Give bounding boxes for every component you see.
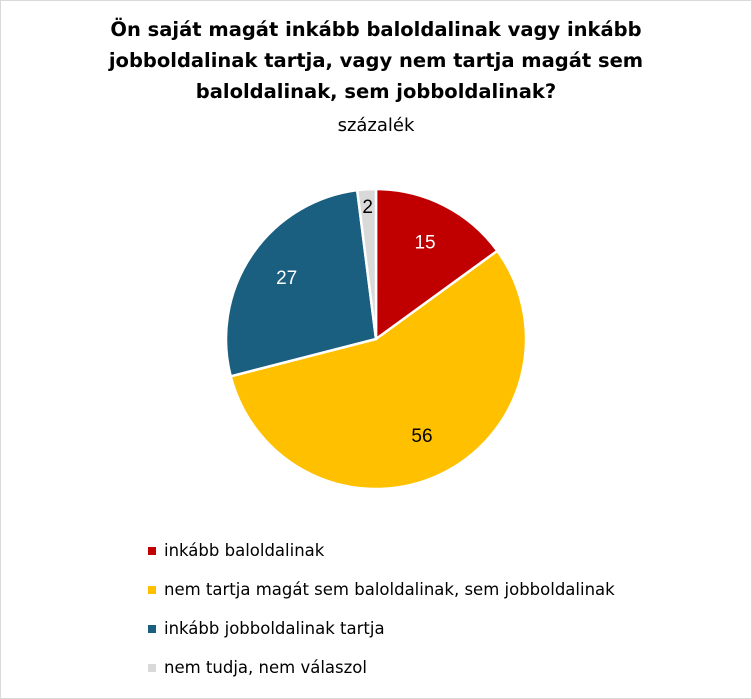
legend-swatch-left — [148, 547, 156, 555]
data-label-neither: 56 — [411, 426, 432, 447]
data-label-no-answer: 2 — [362, 197, 373, 218]
legend-label-left: inkább baloldalinak — [164, 541, 325, 560]
legend-item-right: inkább jobboldalinak tartja — [148, 619, 615, 639]
legend-swatch-neither — [148, 586, 156, 594]
legend-label-right: inkább jobboldalinak tartja — [164, 619, 385, 638]
chart-title-line-3: baloldalinak, sem jobboldalinak? — [195, 80, 557, 103]
pie-slice-right — [224, 188, 378, 378]
data-label-left: 15 — [414, 232, 435, 253]
legend-item-left: inkább baloldalinak — [148, 541, 615, 561]
pie-slice-left — [374, 187, 500, 342]
pie-slice-no-answer — [355, 187, 378, 340]
legend-swatch-no-answer — [148, 664, 156, 672]
legend-item-neither: nem tartja magát sem baloldalinak, sem j… — [148, 580, 615, 600]
chart-title: Ön saját magát inkább baloldalinak vagy … — [0, 14, 752, 107]
legend-label-neither: nem tartja magát sem baloldalinak, sem j… — [164, 580, 615, 599]
chart-subtitle: százalék — [337, 115, 415, 136]
data-label-right: 27 — [276, 268, 297, 289]
chart-title-line-1: Ön saját magát inkább baloldalinak vagy … — [110, 18, 642, 41]
legend-item-no-answer: nem tudja, nem válaszol — [148, 658, 615, 678]
pie-slice-neither — [229, 249, 528, 491]
legend: inkább baloldalinak nem tartja magát sem… — [148, 541, 615, 697]
legend-label-no-answer: nem tudja, nem válaszol — [164, 658, 367, 677]
legend-swatch-right — [148, 625, 156, 633]
chart-title-line-2: jobboldalinak tartja, vagy nem tartja ma… — [108, 49, 644, 72]
